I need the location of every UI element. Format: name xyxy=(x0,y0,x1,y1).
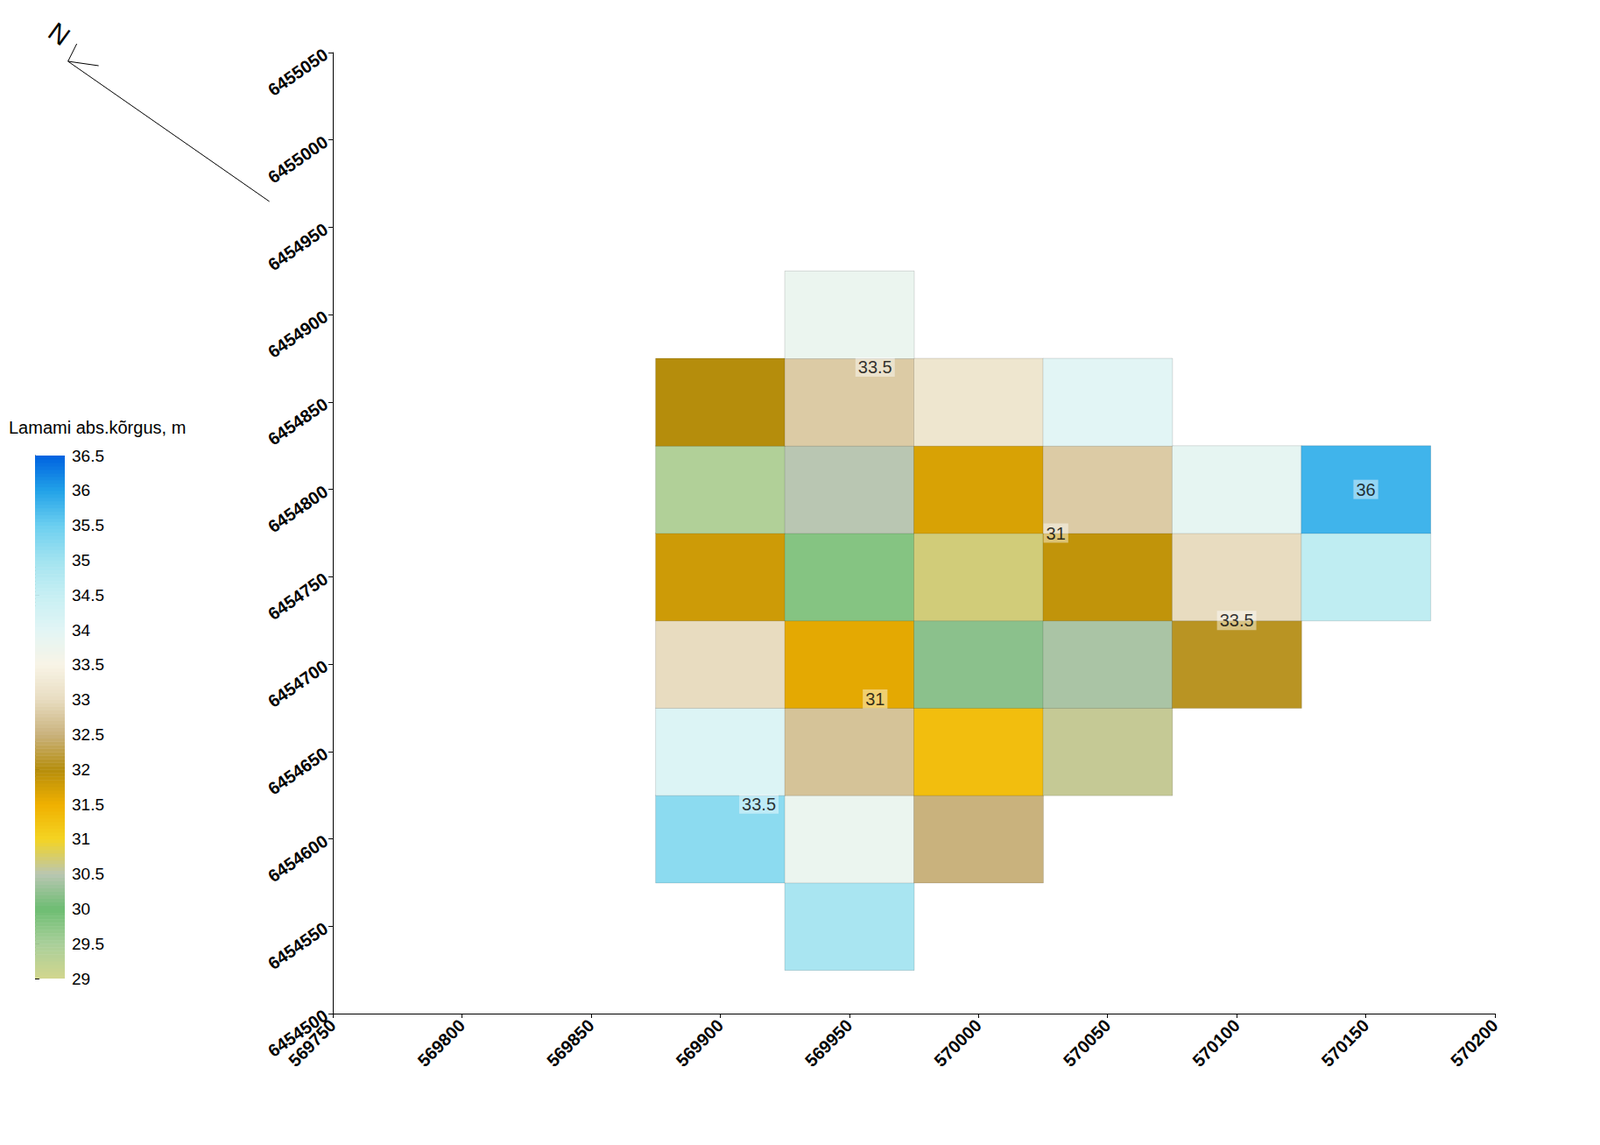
svg-text:36: 36 xyxy=(71,480,91,500)
svg-text:6454950: 6454950 xyxy=(264,218,332,275)
svg-text:6454800: 6454800 xyxy=(264,481,332,537)
svg-text:29.5: 29.5 xyxy=(71,934,105,953)
svg-text:569800: 569800 xyxy=(414,1014,470,1071)
svg-text:6454700: 6454700 xyxy=(264,655,332,712)
svg-text:34.5: 34.5 xyxy=(71,585,105,605)
svg-text:33: 33 xyxy=(71,690,91,709)
svg-text:6455050: 6455050 xyxy=(264,44,332,100)
svg-text:30.5: 30.5 xyxy=(71,864,105,883)
svg-text:570150: 570150 xyxy=(1318,1014,1374,1071)
svg-text:33.5: 33.5 xyxy=(71,655,105,674)
svg-text:32.5: 32.5 xyxy=(71,725,105,744)
svg-text:570200: 570200 xyxy=(1446,1014,1502,1071)
svg-text:32: 32 xyxy=(71,760,91,779)
svg-text:6455000: 6455000 xyxy=(264,132,332,188)
svg-text:31: 31 xyxy=(71,829,91,848)
svg-text:34: 34 xyxy=(71,620,92,640)
svg-text:Lamami abs.kõrgus, m: Lamami abs.kõrgus, m xyxy=(8,417,186,438)
svg-text:33.5: 33.5 xyxy=(1219,610,1255,630)
svg-text:29: 29 xyxy=(71,969,91,988)
svg-text:569950: 569950 xyxy=(801,1014,857,1071)
svg-text:6454650: 6454650 xyxy=(264,743,332,799)
svg-text:36.5: 36.5 xyxy=(71,446,105,466)
svg-text:31: 31 xyxy=(865,689,885,709)
svg-text:6454750: 6454750 xyxy=(264,568,332,624)
svg-text:35.5: 35.5 xyxy=(71,515,105,535)
svg-text:569750: 569750 xyxy=(284,1014,340,1071)
svg-text:36: 36 xyxy=(1355,479,1375,500)
svg-text:31: 31 xyxy=(1046,523,1066,543)
svg-text:31.5: 31.5 xyxy=(71,795,105,814)
svg-text:569850: 569850 xyxy=(542,1014,599,1071)
svg-text:30: 30 xyxy=(71,899,91,918)
svg-text:570100: 570100 xyxy=(1188,1014,1244,1071)
svg-text:35: 35 xyxy=(71,550,91,570)
svg-text:6454550: 6454550 xyxy=(264,917,332,973)
svg-text:N: N xyxy=(42,16,76,51)
svg-text:569900: 569900 xyxy=(671,1014,727,1071)
svg-text:6454600: 6454600 xyxy=(264,831,332,887)
svg-text:33.5: 33.5 xyxy=(858,357,893,377)
svg-text:570050: 570050 xyxy=(1059,1014,1115,1071)
svg-text:6454850: 6454850 xyxy=(264,394,332,450)
svg-text:33.5: 33.5 xyxy=(741,794,776,814)
svg-text:6454500: 6454500 xyxy=(264,1005,332,1061)
svg-text:6454900: 6454900 xyxy=(264,306,332,362)
svg-text:570000: 570000 xyxy=(930,1014,986,1071)
